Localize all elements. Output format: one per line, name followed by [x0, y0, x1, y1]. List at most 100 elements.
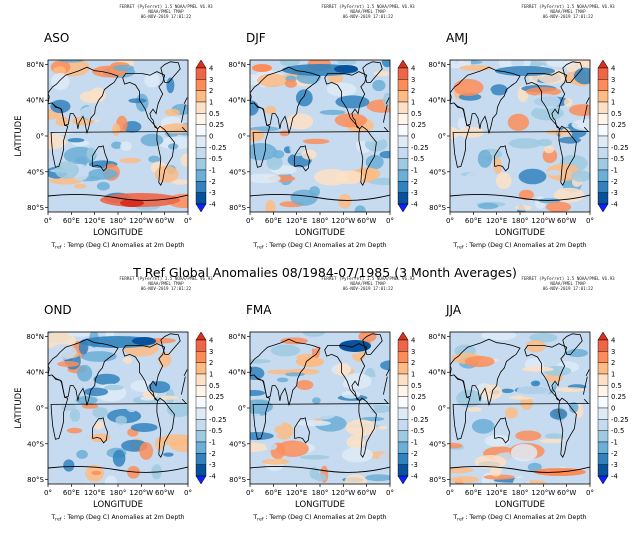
anomaly-patch: [341, 447, 373, 463]
x-tick-label: 180°: [110, 489, 127, 497]
panel-caption: Tref : Temp (Deg C) Anomalies at 2m Dept…: [50, 514, 184, 523]
anomaly-patch: [346, 435, 366, 449]
colorbar-bottom-arrow: [397, 203, 409, 213]
colorbar-swatch: [195, 351, 207, 363]
anomaly-patch: [250, 100, 259, 116]
colorbar-swatch: [397, 67, 409, 80]
coastline: [250, 338, 390, 406]
anomaly-patch: [279, 130, 290, 137]
y-tick-label: 0°: [438, 133, 446, 141]
colorbar-label: 1: [611, 99, 615, 107]
anomaly-patch: [297, 172, 311, 188]
colorbar-label: -3: [611, 461, 618, 469]
colorbar-swatch: [195, 362, 207, 375]
colorbar-label: -0.5: [209, 427, 222, 435]
colorbar-label: 0.25: [209, 121, 224, 129]
coastline: [324, 71, 368, 130]
anomaly-patch: [489, 466, 502, 477]
anomaly-patch: [450, 476, 480, 483]
x-tick-label: 60°W: [557, 217, 576, 225]
y-tick-label: 80°S: [229, 476, 246, 484]
colorbar-swatch: [195, 67, 207, 80]
anomaly-patch: [569, 104, 590, 116]
anomaly-patch: [319, 109, 346, 115]
colorbar-label: -2: [209, 450, 216, 458]
colorbar-swatch: [195, 135, 207, 148]
colorbar-swatch: [597, 113, 609, 125]
anomaly-patch: [130, 423, 158, 432]
x-tick-label: 0°: [446, 489, 454, 497]
x-tick-label: 60°E: [265, 217, 282, 225]
anomaly-patch: [546, 169, 562, 176]
field-background: [48, 60, 188, 212]
anomaly-patch: [379, 150, 390, 159]
panel-caption: Tref : Temp (Deg C) Anomalies at 2m Dept…: [452, 514, 586, 523]
colorbar-swatch: [397, 351, 409, 363]
anomaly-patch: [250, 173, 281, 184]
x-tick-label: 120°W: [531, 217, 555, 225]
anomaly-patch: [338, 194, 352, 209]
y-tick-label: 40°N: [26, 369, 44, 377]
anomaly-patch: [539, 438, 565, 444]
coastline: [160, 333, 181, 355]
colorbar-label: -0.25: [611, 416, 629, 424]
colorbar-swatch: [195, 181, 207, 193]
anomaly-patch: [544, 145, 555, 154]
colorbar-swatch: [397, 158, 409, 171]
colorbar-swatch: [597, 441, 609, 454]
coastline: [362, 333, 383, 355]
colorbar-swatch: [195, 101, 207, 114]
anomaly-patch: [505, 407, 518, 419]
anomaly-patch: [490, 84, 508, 96]
anomaly-patch: [570, 332, 590, 346]
season-label: JJA: [445, 303, 462, 317]
x-tick-label: 60°E: [63, 489, 80, 497]
anomaly-patch: [483, 474, 515, 480]
anomaly-patch: [279, 60, 300, 68]
anomaly-patch: [518, 168, 547, 185]
colorbar-label: 0: [611, 405, 615, 413]
anomaly-patch: [556, 451, 579, 468]
warm-anomaly: [252, 64, 272, 72]
anomaly-patch: [326, 82, 357, 97]
colorbar-swatch: [597, 430, 609, 443]
anomaly-patch: [568, 402, 579, 413]
anomaly-patch: [518, 189, 534, 201]
map-panel: FERRET (PyFerret) 1.5 NOAA/PMEL V6.93NOA…: [228, 4, 428, 251]
anomaly-patch: [545, 129, 569, 135]
anomaly-patch: [140, 133, 164, 147]
anomaly-patch: [87, 168, 118, 180]
anomaly-patch: [575, 60, 590, 67]
colorbar-label: 3: [411, 348, 415, 356]
anomaly-patch: [67, 332, 94, 337]
x-tick-label: 0°: [246, 217, 254, 225]
panel-caption: Tref : Temp (Deg C) Anomalies at 2m Dept…: [452, 242, 586, 251]
season-label: ASO: [44, 31, 69, 45]
colorbar-label: -0.5: [611, 427, 624, 435]
colorbar-swatch: [195, 113, 207, 125]
anomaly-patch: [354, 131, 386, 142]
anomaly-field: [48, 60, 188, 212]
anomaly-patch: [481, 332, 517, 341]
colorbar-swatch: [195, 407, 207, 420]
plot-stamp-line: 06-NOV-2019 17:01:22: [343, 14, 394, 19]
anomaly-patch: [266, 154, 283, 171]
x-tick-label: 180°: [110, 217, 127, 225]
antarctica-coastline: [450, 465, 590, 473]
anomaly-patch: [457, 117, 466, 130]
coastline: [160, 61, 181, 83]
anomaly-patch: [250, 359, 272, 364]
anomaly-patch: [521, 366, 554, 372]
anomaly-patch: [290, 189, 318, 206]
anomaly-patch: [265, 200, 276, 212]
coastline: [252, 102, 390, 168]
anomaly-patch: [160, 367, 180, 380]
x-tick-label: 180°: [512, 217, 529, 225]
plot-stamp-line: NOAA/PMEL TMAP: [350, 281, 386, 286]
colorbar-label: 2: [611, 87, 615, 95]
colorbar-bottom-arrow: [597, 203, 609, 213]
coastline: [156, 125, 175, 187]
anomaly-patch: [128, 98, 147, 104]
colorbar-label: -1: [209, 167, 216, 175]
anomaly-patch: [350, 402, 375, 414]
